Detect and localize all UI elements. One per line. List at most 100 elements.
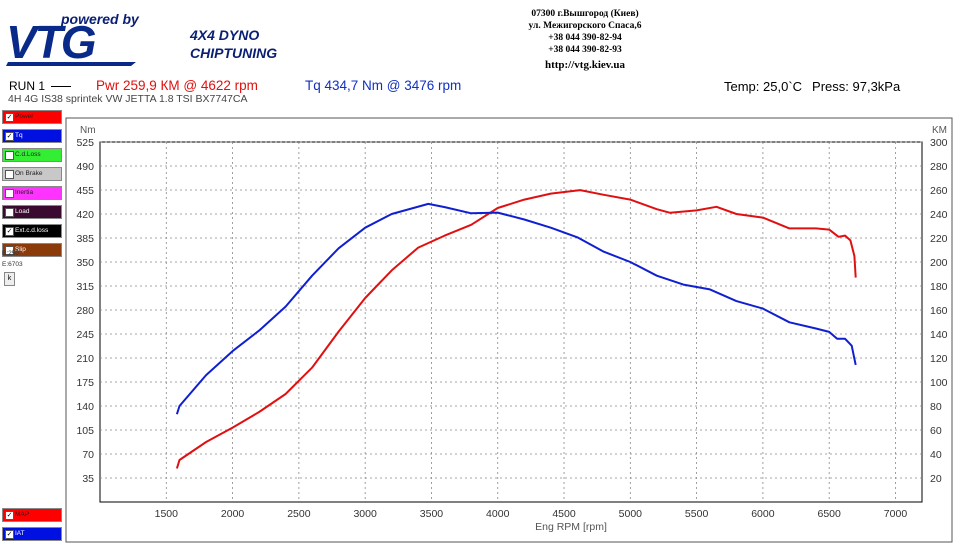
legend-checkbox[interactable]: ✓ [5, 530, 14, 539]
y-right-tick-label: 260 [930, 185, 948, 197]
environment-info: Temp: 25,0`C Press: 97,3kPa [724, 79, 900, 94]
y-left-tick-label: 385 [76, 233, 94, 245]
legend-item-iat[interactable]: ✓ IAT [2, 527, 62, 541]
legend-label: On Brake [15, 170, 43, 177]
logo-brand: VTG [6, 16, 96, 68]
x-tick-label: 7000 [884, 508, 908, 520]
run-label-row: RUN 1 [9, 79, 77, 93]
contact-url[interactable]: http://vtg.kiev.ua [544, 59, 626, 71]
y-left-tick-label: 315 [76, 281, 94, 293]
y-right-tick-label: 180 [930, 281, 948, 293]
legend-label: Ext.c.d.loss [15, 227, 49, 234]
y-left-tick-label: 140 [76, 401, 94, 413]
legend-checkbox[interactable] [5, 246, 14, 255]
y-right-tick-label: 300 [930, 137, 948, 149]
legend-label: Inertia [15, 189, 34, 196]
y-right-tick-label: 220 [930, 233, 948, 245]
y-right-tick-label: 160 [930, 305, 948, 317]
x-tick-label: 3500 [420, 508, 444, 520]
legend-label: MAP [15, 511, 30, 518]
x-tick-label: 3000 [353, 508, 377, 520]
vehicle-description: 4H 4G IS38 sprintek VW JETTA 1.8 TSI BX7… [8, 93, 248, 105]
y-left-unit-label: Nm [80, 125, 96, 136]
y-left-tick-label: 70 [82, 449, 94, 461]
y-left-tick-label: 525 [76, 137, 94, 149]
legend-checkbox[interactable] [5, 208, 14, 217]
k-button[interactable]: k [4, 272, 15, 286]
run-line-swatch [51, 86, 72, 88]
legend-item-cd-loss[interactable]: C.d.Loss [2, 148, 62, 162]
legend-checkbox[interactable] [5, 189, 14, 198]
legend-checkbox[interactable]: ✓ [5, 132, 14, 141]
x-axis-label: Eng RPM [rpm] [535, 521, 607, 533]
legend-item-load[interactable]: Load [2, 205, 62, 219]
x-tick-label: 2500 [287, 508, 311, 520]
product-line-2: CHIPTUNING [190, 45, 278, 61]
contact-line: ул. Межигорского Спаса,6 [528, 21, 642, 31]
legend-item-tq[interactable]: ✓ Tq [2, 129, 62, 143]
y-right-tick-label: 20 [930, 473, 942, 485]
x-tick-label: 2000 [221, 508, 245, 520]
logo-tagline: powered by [60, 11, 140, 27]
product-name: 4X4 DYNO CHIPTUNING [190, 26, 277, 62]
legend-checkbox[interactable] [5, 170, 14, 179]
pressure-text: Press: 97,3kPa [812, 79, 901, 94]
contact-line: +38 044 390-82-94 [548, 33, 622, 43]
legend-label: C.d.Loss [15, 151, 41, 158]
legend-checkbox[interactable]: ✓ [5, 511, 14, 520]
power-peak-text: Pwr 259,9 КМ @ 4622 rpm [96, 78, 258, 93]
chart-frame [65, 117, 953, 543]
legend-item-map[interactable]: ✓ MAP [2, 508, 62, 522]
y-left-tick-label: 210 [76, 353, 94, 365]
y-left-tick-label: 455 [76, 185, 94, 197]
legend-item-ext-cd-loss[interactable]: ✓ Ext.c.d.loss [2, 224, 62, 238]
torque-peak-text: Tq 434,7 Nm @ 3476 rpm [305, 78, 462, 93]
y-right-tick-label: 200 [930, 257, 948, 269]
y-left-tick-label: 245 [76, 329, 94, 341]
y-left-tick-label: 105 [76, 425, 94, 437]
y-right-tick-label: 40 [930, 449, 942, 461]
x-tick-label: 6500 [818, 508, 842, 520]
x-tick-label: 1500 [155, 508, 179, 520]
product-line-1: 4X4 DYNO [190, 27, 260, 43]
legend-item-on-brake[interactable]: On Brake [2, 167, 62, 181]
legend-item-slip[interactable]: Slip [2, 243, 62, 257]
legend-label: Slip [15, 246, 26, 253]
x-tick-label: 6000 [751, 508, 775, 520]
legend-label: IAT [15, 530, 25, 537]
y-left-tick-label: 420 [76, 209, 94, 221]
legend-label: Power [15, 113, 34, 120]
contact-line: +38 044 390-82-93 [548, 45, 622, 55]
legend-label: Tq [15, 132, 23, 139]
legend-label: Load [15, 208, 30, 215]
y-right-tick-label: 140 [930, 329, 948, 341]
legend-item-power[interactable]: ✓ Power [2, 110, 62, 124]
series-line-tq [175, 202, 857, 415]
legend-item-inertia[interactable]: Inertia [2, 186, 62, 200]
y-right-unit-label: KM [932, 125, 947, 136]
run-label: RUN 1 [9, 79, 46, 93]
x-tick-label: 4500 [552, 508, 576, 520]
x-tick-label: 5500 [685, 508, 709, 520]
vtg-logo: powered by VTG [6, 11, 140, 68]
y-right-tick-label: 60 [930, 425, 942, 437]
y-right-tick-label: 280 [930, 161, 948, 173]
contact-block: 07300 г.Вышгород (Киев) ул. Межигорского… [470, 8, 700, 71]
run-meta-b: B:250 [2, 250, 19, 257]
channel-legend: ✓ Power ✓ Tq C.d.Loss On Brake Inertia Loa… [2, 110, 62, 262]
y-left-tick-label: 35 [82, 473, 94, 485]
x-tick-label: 4000 [486, 508, 510, 520]
y-left-tick-label: 280 [76, 305, 94, 317]
y-right-tick-label: 120 [930, 353, 948, 365]
x-tick-label: 5000 [619, 508, 643, 520]
y-left-tick-label: 175 [76, 377, 94, 389]
legend-checkbox[interactable]: ✓ [5, 113, 14, 122]
run-meta: B:250 E:6703 [2, 248, 23, 270]
temperature-text: Temp: 25,0`C [724, 79, 803, 94]
run-meta-e: E:6703 [2, 261, 23, 268]
y-left-tick-label: 490 [76, 161, 94, 173]
legend-checkbox[interactable] [5, 151, 14, 160]
legend-checkbox[interactable]: ✓ [5, 227, 14, 236]
y-left-tick-label: 350 [76, 257, 94, 269]
